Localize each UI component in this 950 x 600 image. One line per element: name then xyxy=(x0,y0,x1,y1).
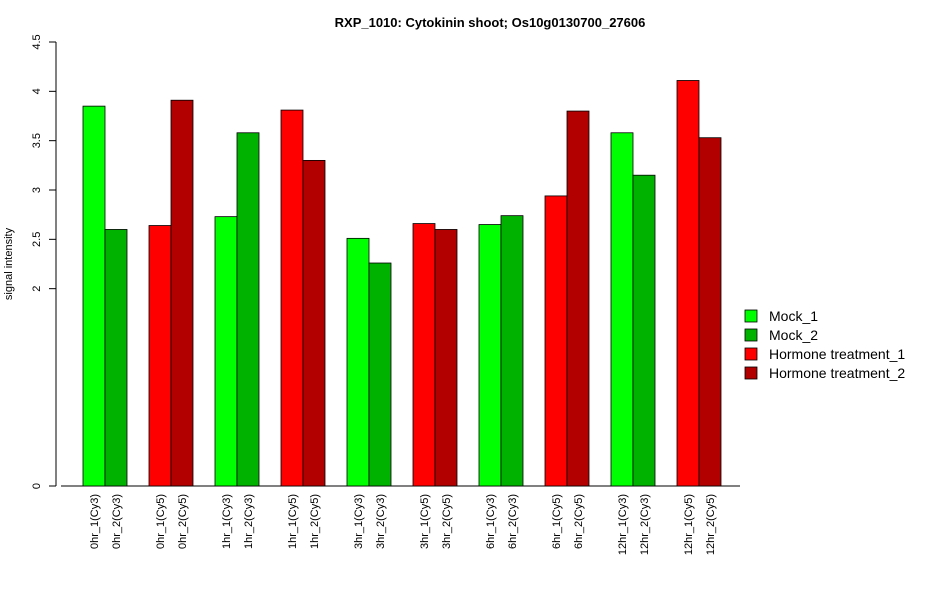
legend-swatch xyxy=(744,309,758,323)
bar xyxy=(544,195,568,487)
legend-item: Mock_1 xyxy=(744,308,818,324)
bar xyxy=(280,109,304,487)
x-tick-label: 12hr_1(Cy3) xyxy=(617,494,629,555)
x-tick-label: 3hr_1(Cy3) xyxy=(353,494,365,549)
legend: Mock_1 Mock_2 Hormone treatment_1 Hormone t… xyxy=(744,308,905,381)
bar xyxy=(610,132,634,487)
bar xyxy=(478,224,502,487)
x-tick-label: 12hr_2(Cy3) xyxy=(639,494,651,555)
y-tick-label: 4 xyxy=(31,88,43,94)
x-tick-label: 1hr_2(Cy3) xyxy=(243,494,255,549)
y-tick-label: 4.5 xyxy=(31,34,43,49)
x-tick-label: 1hr_1(Cy3) xyxy=(221,494,233,549)
x-tick-label: 3hr_2(Cy3) xyxy=(375,494,387,549)
legend-swatch xyxy=(744,347,758,361)
x-tick-label: 0hr_2(Cy5) xyxy=(177,494,189,549)
bar xyxy=(214,216,238,487)
y-tick-label: 2.5 xyxy=(31,232,43,247)
x-tick-label: 6hr_2(Cy3) xyxy=(507,494,519,549)
bar xyxy=(676,80,700,487)
legend-label: Mock_1 xyxy=(769,308,818,324)
x-tick-label: 6hr_2(Cy5) xyxy=(573,494,585,549)
y-axis-label: signal intensity xyxy=(3,227,15,300)
bar xyxy=(698,137,722,487)
bar xyxy=(566,110,590,487)
bar xyxy=(170,99,194,487)
x-tick-label: 12hr_1(Cy5) xyxy=(683,494,695,555)
bar xyxy=(632,174,656,487)
bar xyxy=(346,237,370,487)
legend-item: Hormone treatment_2 xyxy=(744,365,905,381)
x-tick-label: 3hr_1(Cy5) xyxy=(419,494,431,549)
bar xyxy=(82,105,106,487)
legend-label: Hormone treatment_2 xyxy=(769,365,905,381)
x-tick-label: 6hr_1(Cy3) xyxy=(485,494,497,549)
bar xyxy=(148,225,172,487)
bar xyxy=(104,229,128,487)
y-tick-label: 0 xyxy=(31,483,43,489)
y-tick-label: 3 xyxy=(31,187,43,193)
bars xyxy=(82,80,722,487)
y-tick-label: 3.5 xyxy=(31,133,43,148)
legend-item: Mock_2 xyxy=(744,327,818,343)
x-tick-labels: 0hr_1(Cy3) 0hr_2(Cy3) 0hr_1(Cy5) 0hr_2(Cy5)… xyxy=(89,494,717,555)
x-tick-label: 0hr_1(Cy3) xyxy=(89,494,101,549)
bar xyxy=(434,229,458,487)
legend-label: Hormone treatment_1 xyxy=(769,346,905,362)
bar xyxy=(412,223,436,487)
x-tick-label: 1hr_2(Cy5) xyxy=(309,494,321,549)
bar xyxy=(302,159,326,487)
y-axis: 0 2 2.5 3 3.5 4 4.5 xyxy=(31,34,57,489)
y-tick-label: 2 xyxy=(31,286,43,292)
legend-swatch xyxy=(744,366,758,380)
x-tick-label: 12hr_2(Cy5) xyxy=(705,494,717,555)
chart-title: RXP_1010: Cytokinin shoot; Os10g0130700_… xyxy=(335,15,646,30)
bar xyxy=(236,132,260,487)
bar xyxy=(500,215,524,487)
x-tick-label: 1hr_1(Cy5) xyxy=(287,494,299,549)
bar xyxy=(368,262,392,487)
legend-label: Mock_2 xyxy=(769,327,818,343)
x-tick-label: 0hr_2(Cy3) xyxy=(111,494,123,549)
legend-item: Hormone treatment_1 xyxy=(744,346,905,362)
x-tick-label: 6hr_1(Cy5) xyxy=(551,494,563,549)
x-tick-label: 3hr_2(Cy5) xyxy=(441,494,453,549)
legend-swatch xyxy=(744,328,758,342)
x-tick-label: 0hr_1(Cy5) xyxy=(155,494,167,549)
